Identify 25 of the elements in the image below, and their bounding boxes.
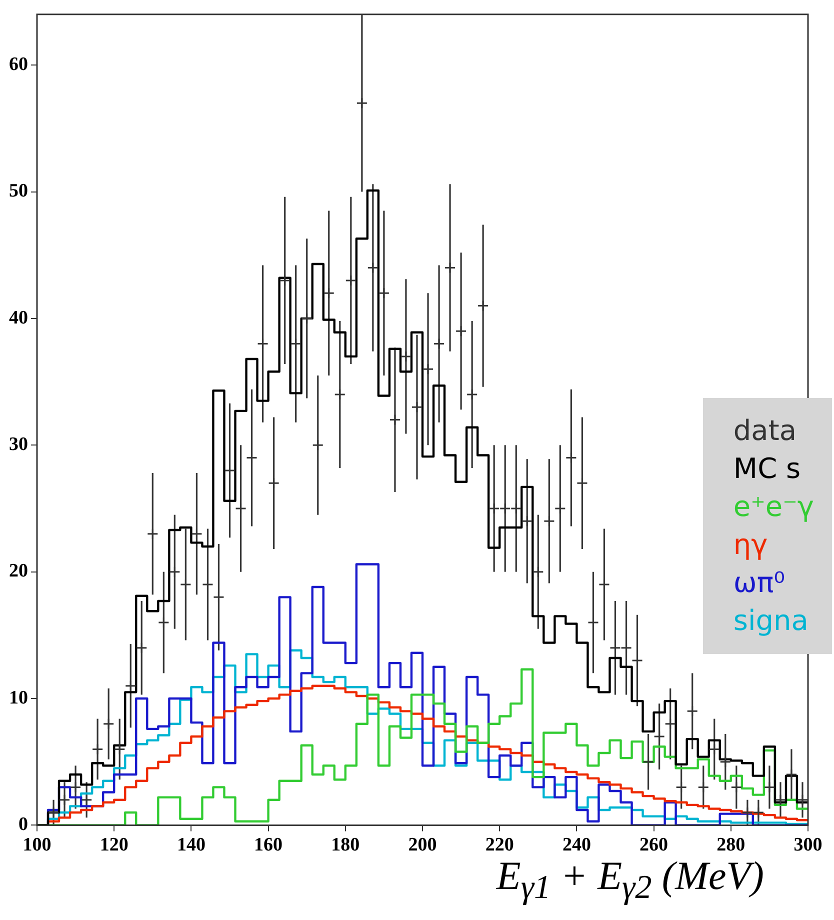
text: e⁺e⁻γ [733,489,814,525]
y-tick-label: 0 [18,814,28,836]
x-tick-label: 120 [100,834,128,856]
x-tick-label: 240 [562,834,591,856]
x-tick-label: 200 [408,834,437,856]
text: ηγ [733,527,769,563]
x-tick-label: 300 [794,834,822,856]
text: ωπ⁰ [733,565,786,601]
x-tick-label: 260 [640,834,668,856]
y-tick-label: 50 [9,180,28,202]
x-tick-label: 180 [331,834,360,856]
y-tick-label: 20 [9,560,28,582]
x-tick-label: 280 [716,834,746,856]
text: MC s [733,451,802,487]
x-tick-label: 140 [176,834,206,856]
y-tick-label: 40 [9,307,28,328]
x-tick-label: 100 [22,834,52,856]
y-tick-label: 10 [9,687,28,708]
text: signa [733,603,810,639]
x-tick-label: 160 [254,834,283,856]
y-tick-label: 60 [9,54,28,75]
x-axis-title: E$_{γ1}$ + E$_{γ2}$ (MeV) [496,853,764,906]
y-tick-label: 30 [9,434,28,456]
text: data [733,413,798,449]
x-tick-label: 220 [485,834,514,856]
